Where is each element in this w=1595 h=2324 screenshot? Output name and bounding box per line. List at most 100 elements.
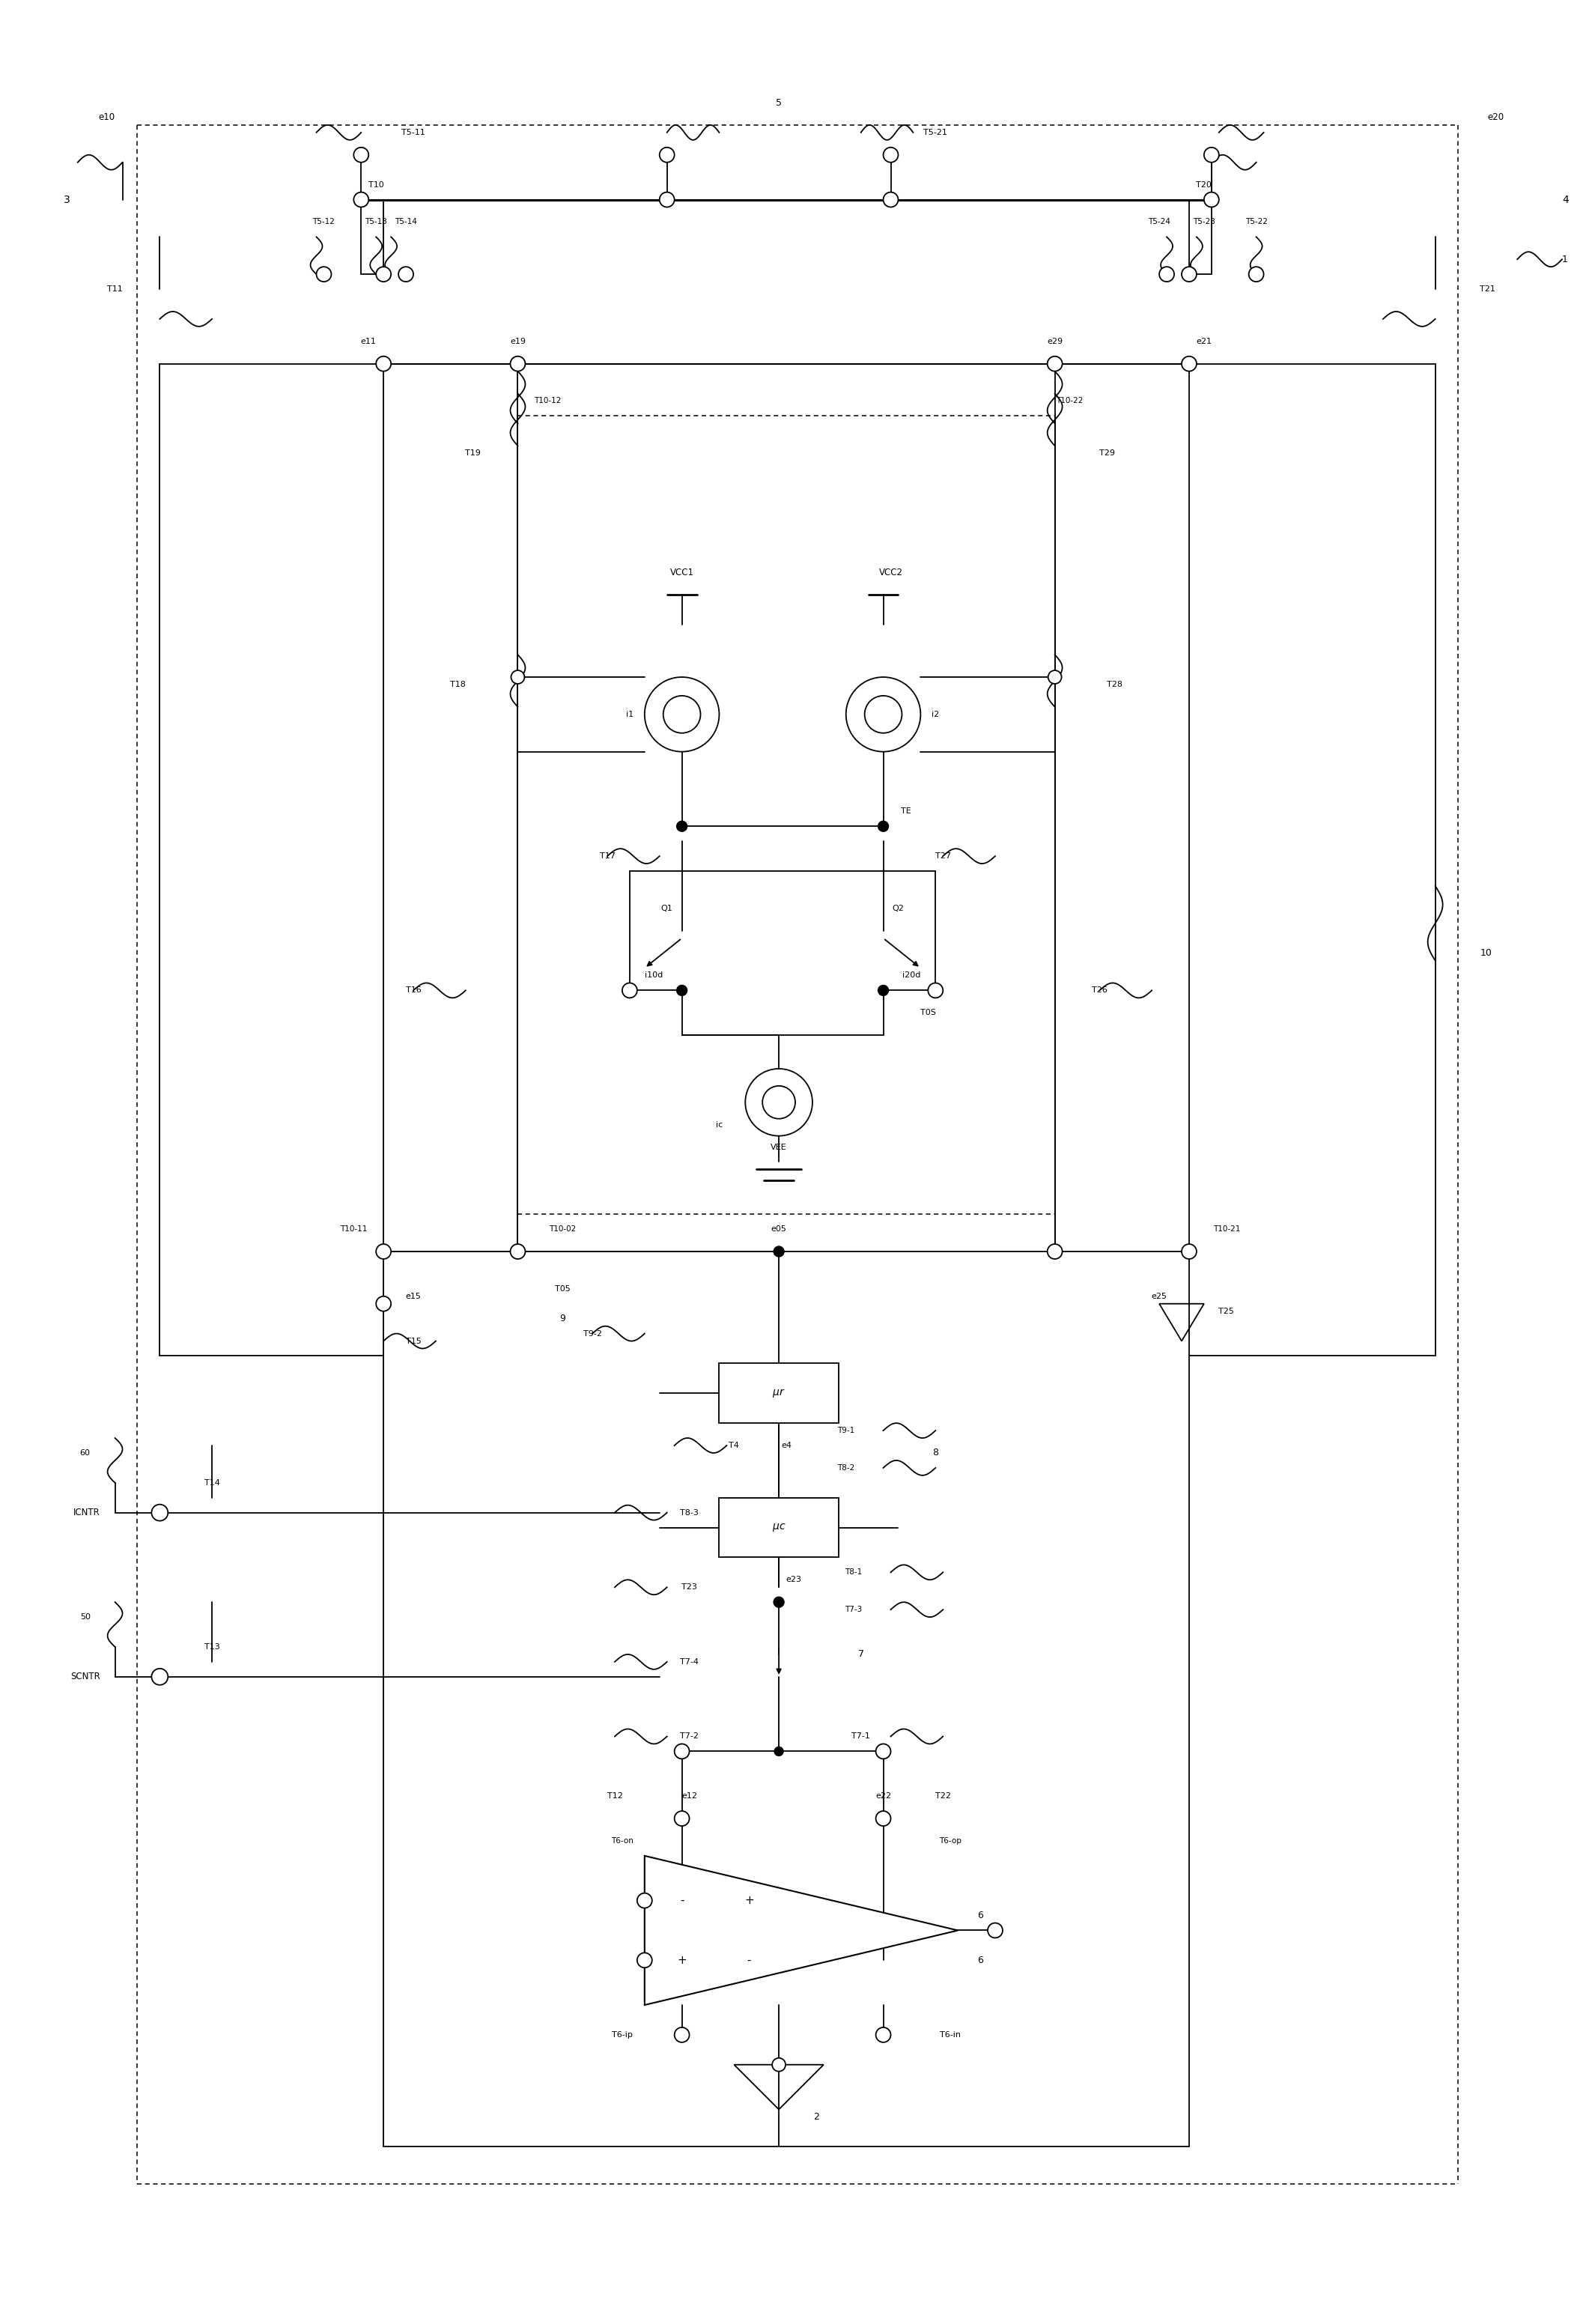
- Text: e23: e23: [786, 1576, 802, 1583]
- Text: T5-24: T5-24: [1148, 218, 1171, 225]
- Text: T5-22: T5-22: [1246, 218, 1268, 225]
- Text: T9-1: T9-1: [837, 1427, 855, 1434]
- Text: T18: T18: [450, 681, 466, 688]
- Text: T13: T13: [204, 1643, 220, 1650]
- Text: 5: 5: [775, 98, 782, 107]
- Text: -: -: [746, 1954, 751, 1966]
- Circle shape: [316, 267, 332, 281]
- Circle shape: [354, 146, 368, 163]
- Text: T19: T19: [466, 449, 480, 458]
- Text: T4: T4: [729, 1441, 740, 1450]
- Text: $\mu c$: $\mu c$: [772, 1522, 786, 1534]
- Circle shape: [1048, 1243, 1062, 1260]
- Text: T5-14: T5-14: [394, 218, 416, 225]
- Text: T10-12: T10-12: [534, 397, 561, 404]
- Text: 3: 3: [64, 195, 70, 205]
- Text: e20: e20: [1488, 112, 1504, 123]
- Circle shape: [399, 267, 413, 281]
- Text: T10-02: T10-02: [549, 1225, 576, 1234]
- Text: T6-on: T6-on: [611, 1838, 633, 1845]
- Circle shape: [152, 1669, 167, 1685]
- Text: 1: 1: [1562, 253, 1568, 265]
- Circle shape: [636, 1952, 652, 1968]
- Circle shape: [987, 1922, 1003, 1938]
- Text: T10: T10: [368, 181, 384, 188]
- Text: Q1: Q1: [660, 904, 673, 911]
- Text: 7: 7: [858, 1650, 864, 1659]
- Text: T9-2: T9-2: [584, 1329, 601, 1336]
- Circle shape: [1182, 267, 1196, 281]
- Text: T7-4: T7-4: [679, 1657, 699, 1666]
- Text: 6: 6: [978, 1910, 983, 1920]
- Circle shape: [636, 1894, 652, 1908]
- Text: e21: e21: [1196, 337, 1212, 346]
- Text: i20d: i20d: [903, 971, 920, 978]
- Text: T8-1: T8-1: [845, 1569, 863, 1576]
- Circle shape: [876, 1743, 890, 1759]
- Text: VCC2: VCC2: [879, 567, 903, 576]
- Circle shape: [1048, 669, 1062, 683]
- Circle shape: [622, 983, 636, 997]
- Text: TE: TE: [901, 809, 911, 816]
- Text: T7-1: T7-1: [852, 1734, 871, 1741]
- Circle shape: [676, 985, 687, 995]
- Circle shape: [376, 356, 391, 372]
- Text: T15: T15: [405, 1336, 421, 1346]
- Text: e05: e05: [770, 1225, 786, 1234]
- Circle shape: [1160, 267, 1174, 281]
- Circle shape: [676, 820, 687, 832]
- Circle shape: [1204, 193, 1219, 207]
- Text: T6-op: T6-op: [939, 1838, 962, 1845]
- Circle shape: [659, 193, 675, 207]
- Text: 2: 2: [813, 2113, 820, 2122]
- Text: e22: e22: [876, 1792, 892, 1799]
- Text: e29: e29: [1046, 337, 1062, 346]
- Circle shape: [675, 1810, 689, 1827]
- Circle shape: [675, 2027, 689, 2043]
- Text: e15: e15: [405, 1292, 421, 1299]
- Text: 60: 60: [80, 1450, 91, 1457]
- Bar: [719, 1497, 839, 1557]
- Text: T8-3: T8-3: [679, 1508, 699, 1515]
- Circle shape: [675, 1743, 689, 1759]
- Text: i1: i1: [625, 711, 633, 718]
- Text: $\mu r$: $\mu r$: [772, 1387, 785, 1399]
- Circle shape: [774, 1246, 785, 1257]
- Text: T17: T17: [600, 853, 616, 860]
- Text: T27: T27: [935, 853, 951, 860]
- Text: T10-22: T10-22: [1056, 397, 1083, 404]
- Text: e11: e11: [360, 337, 376, 346]
- Circle shape: [152, 1504, 167, 1520]
- Text: SCNTR: SCNTR: [70, 1671, 100, 1683]
- Text: ICNTR: ICNTR: [73, 1508, 100, 1518]
- Text: T6-in: T6-in: [939, 2031, 960, 2038]
- Text: T10-21: T10-21: [1212, 1225, 1239, 1234]
- Circle shape: [376, 1297, 391, 1311]
- Circle shape: [1249, 267, 1263, 281]
- Circle shape: [376, 267, 391, 281]
- Text: T7-3: T7-3: [845, 1606, 863, 1613]
- Text: i10d: i10d: [644, 971, 664, 978]
- Text: T22: T22: [935, 1792, 951, 1799]
- Text: T20: T20: [1196, 181, 1212, 188]
- Text: e4: e4: [782, 1441, 791, 1450]
- Text: T21: T21: [1480, 286, 1496, 293]
- Text: VCC1: VCC1: [670, 567, 694, 576]
- Circle shape: [354, 193, 368, 207]
- Text: T5-21: T5-21: [924, 128, 947, 137]
- Text: +: +: [678, 1954, 687, 1966]
- Circle shape: [1048, 356, 1062, 372]
- Text: e10: e10: [99, 112, 115, 123]
- Circle shape: [1204, 146, 1219, 163]
- Text: T26: T26: [1091, 988, 1107, 995]
- Circle shape: [884, 146, 898, 163]
- Text: T8-2: T8-2: [837, 1464, 855, 1471]
- Text: T5-12: T5-12: [313, 218, 335, 225]
- Circle shape: [876, 1810, 890, 1827]
- Bar: [719, 1364, 839, 1422]
- Text: T12: T12: [608, 1792, 622, 1799]
- Text: 8: 8: [933, 1448, 938, 1457]
- Text: ic: ic: [716, 1120, 723, 1129]
- Text: T6-ip: T6-ip: [612, 2031, 633, 2038]
- Circle shape: [1182, 356, 1196, 372]
